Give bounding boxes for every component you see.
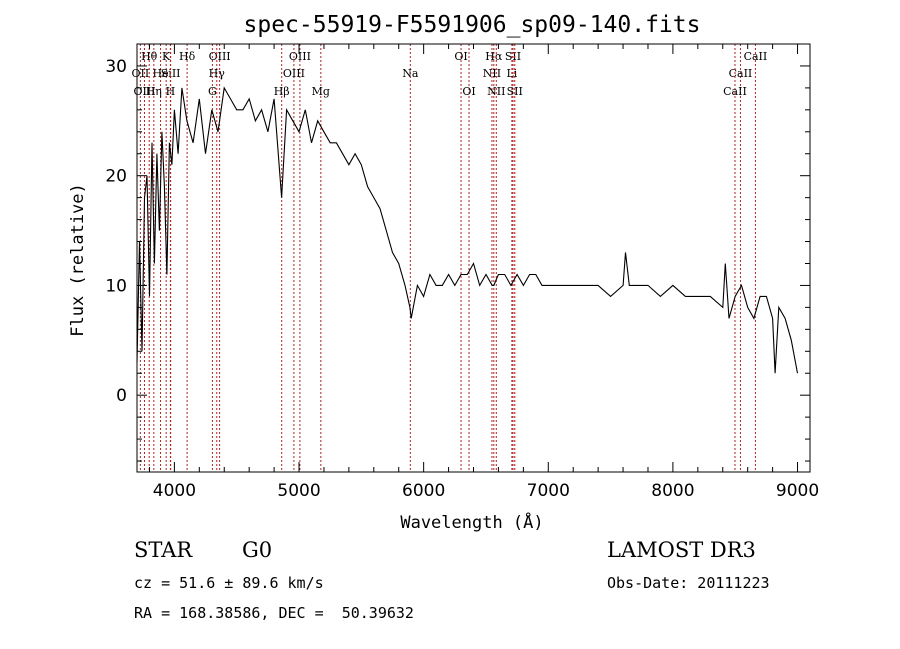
- y-tick-label: 0: [116, 386, 127, 406]
- spectral-line-label: SII: [507, 85, 523, 98]
- spectral-line-label: Mg: [312, 85, 330, 98]
- spectral-line-label: CaII: [723, 85, 747, 98]
- spectral-line-label: OIII: [283, 67, 305, 80]
- spectral-line-label: K: [162, 50, 171, 63]
- spectral-line-label: OII: [132, 67, 150, 80]
- spectral-line-label: OI: [454, 50, 467, 63]
- y-tick-label: 20: [105, 167, 127, 187]
- spectral-line-label: OIII: [209, 50, 231, 63]
- spectral-line-label: Hα: [485, 50, 503, 63]
- y-tick-label: 30: [105, 57, 127, 77]
- plot-frame: [136, 43, 811, 473]
- spectral-line-label: H: [166, 85, 176, 98]
- sky-coordinates: RA = 168.38586, DEC = 50.39632: [134, 604, 414, 622]
- axis-ticks: 4000 5000 6000 7000 8000 9000 0 10 20 30: [105, 43, 819, 501]
- survey-name: LAMOST DR3: [607, 538, 756, 562]
- x-tick-label: 4000: [153, 481, 196, 501]
- spectral-line-label: He: [153, 67, 169, 80]
- spectral-line-label: Li: [506, 67, 517, 80]
- spectral-line-label: NII: [487, 85, 505, 98]
- spectral-line-label: Na: [402, 67, 419, 80]
- spectral-line-label: SII: [505, 50, 521, 63]
- object-class: STAR: [134, 538, 193, 562]
- spectrum-series-line: [136, 86, 799, 374]
- y-tick-label: 10: [105, 276, 127, 296]
- chart-title: spec-55919-F5591906_sp09-140.fits: [244, 12, 701, 38]
- object-subclass: G0: [242, 538, 273, 562]
- observation-date: Obs-Date: 20111223: [607, 574, 770, 592]
- x-axis-label: Wavelength (Å): [400, 511, 543, 533]
- spectral-line-label: CaII: [744, 50, 768, 63]
- spectral-line-label: Hγ: [209, 67, 226, 80]
- spectral-line-label: Hβ: [274, 85, 290, 98]
- x-tick-label: 7000: [527, 481, 570, 501]
- spectral-line-label: NII: [483, 67, 501, 80]
- spectral-line-label: Hθ: [141, 50, 158, 63]
- spectral-line-label: CaII: [729, 67, 753, 80]
- spectral-line-label: OI: [462, 85, 475, 98]
- x-tick-label: 6000: [402, 481, 445, 501]
- spectral-line-label: OIII: [289, 50, 311, 63]
- x-tick-label: 5000: [277, 481, 320, 501]
- redshift-velocity: cz = 51.6 ± 89.6 km/s: [134, 574, 324, 592]
- spectral-line-label: Hδ: [179, 50, 196, 63]
- y-axis-label: Flux (relative): [68, 183, 88, 337]
- x-tick-label: 9000: [776, 481, 819, 501]
- spectral-line-label: G: [208, 85, 217, 98]
- x-tick-label: 8000: [651, 481, 694, 501]
- spectral-line-label: Hη: [146, 85, 162, 98]
